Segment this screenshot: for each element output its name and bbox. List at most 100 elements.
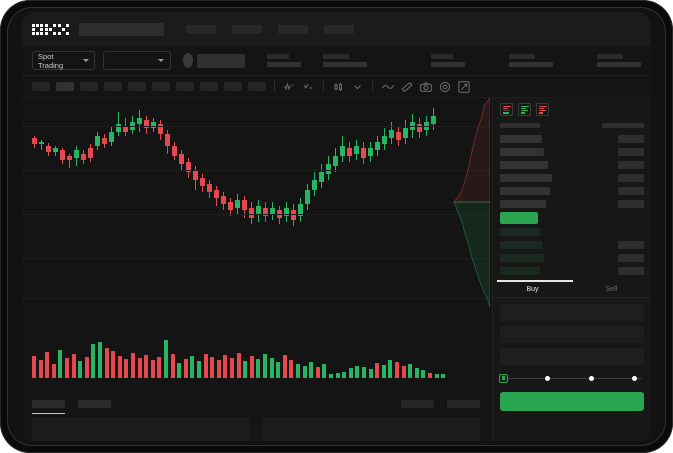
orderbook-bid-row[interactable] xyxy=(500,251,644,264)
slider-handle[interactable] xyxy=(499,373,508,383)
orderbook-header xyxy=(500,123,644,128)
candle xyxy=(88,98,93,308)
order-type-field[interactable] xyxy=(500,304,644,321)
volume-bar xyxy=(131,353,135,378)
nav-item-0[interactable] xyxy=(186,24,216,34)
fullscreen-icon[interactable] xyxy=(457,80,470,93)
volume-bar xyxy=(335,373,340,378)
orders-action-1[interactable] xyxy=(447,400,480,408)
orderbook-ask-row[interactable] xyxy=(500,132,644,145)
candle xyxy=(242,98,247,308)
line-chart-icon[interactable] xyxy=(381,80,394,93)
timeframe-button-3[interactable] xyxy=(104,82,122,91)
ruler-icon[interactable] xyxy=(400,80,413,93)
stat-label xyxy=(597,54,623,59)
orderbook-bid-row[interactable] xyxy=(500,225,644,238)
tab-buy[interactable]: Buy xyxy=(526,286,539,293)
volume-bar xyxy=(91,344,96,378)
orderbook-ask-row[interactable] xyxy=(500,145,644,158)
okx-logo[interactable] xyxy=(32,23,69,35)
orders-action-0[interactable] xyxy=(401,400,434,408)
bid-amount xyxy=(618,266,644,275)
timeframe-button-5[interactable] xyxy=(152,82,170,91)
candle xyxy=(333,98,338,308)
slider-stop-75[interactable] xyxy=(632,375,638,381)
nav-item-1[interactable] xyxy=(232,24,262,34)
indicator-compare-icon[interactable] xyxy=(302,80,315,93)
chart-panel[interactable] xyxy=(22,98,490,393)
timeframe-button-4[interactable] xyxy=(128,82,146,91)
spot-trading-mode-select[interactable]: Spot Trading xyxy=(32,51,95,70)
timeframe-button-6[interactable] xyxy=(176,82,194,91)
volume-bar xyxy=(269,358,274,378)
chart-gridline xyxy=(22,126,490,127)
indicator-wave-icon[interactable] xyxy=(283,80,296,93)
volume-bar xyxy=(51,364,56,378)
stat-value xyxy=(509,62,553,67)
trading-pair-select[interactable] xyxy=(103,51,171,70)
bid-qty xyxy=(500,253,544,262)
tab-open-orders[interactable] xyxy=(32,400,65,414)
timeframe-button-1[interactable] xyxy=(56,82,74,91)
orderbook-ask-row[interactable] xyxy=(500,171,644,184)
candlestick-chart[interactable] xyxy=(22,98,490,308)
volume-bar xyxy=(296,364,300,378)
nav-item-3[interactable] xyxy=(324,24,354,34)
volume-bar xyxy=(368,369,373,378)
timeframe-button-7[interactable] xyxy=(200,82,218,91)
orderbook-bid-row[interactable] xyxy=(500,238,644,251)
orders-card-right xyxy=(262,417,480,441)
search-input[interactable] xyxy=(79,22,164,36)
chevron-down-icon xyxy=(158,59,164,62)
orders-actions xyxy=(401,400,480,408)
tab-sell[interactable]: Sell xyxy=(605,286,618,293)
tab-order-history[interactable] xyxy=(78,400,111,408)
timeframe-button-2[interactable] xyxy=(80,82,98,91)
amount-field[interactable] xyxy=(500,348,644,365)
slider-stop-50[interactable] xyxy=(588,375,594,381)
orderbook-ask-row[interactable] xyxy=(500,158,644,171)
candle xyxy=(200,98,205,308)
slider-stop-25[interactable] xyxy=(545,375,551,381)
orders-tab-bar xyxy=(22,393,490,415)
timeframe-button-9[interactable] xyxy=(248,82,266,91)
camera-icon[interactable] xyxy=(419,80,432,93)
stat-1 xyxy=(323,54,367,67)
volume-bar xyxy=(256,359,261,378)
price-field[interactable] xyxy=(500,326,644,343)
chevron-down-icon[interactable] xyxy=(351,80,364,93)
orderbook-ask-row[interactable] xyxy=(500,184,644,197)
candle xyxy=(228,98,233,308)
indicator-candle-icon[interactable] xyxy=(332,80,345,93)
orderbook-ask-row[interactable] xyxy=(500,197,644,210)
volume-bar xyxy=(263,354,267,378)
settings-icon[interactable] xyxy=(438,80,451,93)
order-book[interactable] xyxy=(493,121,651,277)
timeframe-button-8[interactable] xyxy=(224,82,242,91)
nav-items xyxy=(186,24,354,34)
volume-bar xyxy=(276,362,281,378)
stat-0 xyxy=(267,54,301,67)
volume-bar xyxy=(183,359,188,378)
bid-qty xyxy=(500,240,542,249)
place-buy-order-button[interactable] xyxy=(500,392,644,411)
nav-item-2[interactable] xyxy=(278,24,308,34)
stat-label xyxy=(509,54,535,59)
volume-bar xyxy=(45,352,50,378)
percent-slider[interactable] xyxy=(499,373,642,384)
chart-gridline xyxy=(22,214,490,215)
candle xyxy=(263,98,268,308)
orderbook-view-toggles xyxy=(493,98,651,121)
orderbook-bid-row[interactable] xyxy=(500,264,644,277)
volume-bar xyxy=(441,374,446,378)
timeframe-button-0[interactable] xyxy=(32,82,50,91)
orderbook-asks-icon[interactable] xyxy=(536,103,549,116)
volume-bar xyxy=(104,348,109,378)
stat-3 xyxy=(509,54,553,67)
orderbook-both-icon[interactable] xyxy=(500,103,513,116)
toolbar-divider xyxy=(274,81,275,92)
candle xyxy=(137,98,142,308)
orderbook-bids-icon[interactable] xyxy=(518,103,531,116)
candle xyxy=(375,98,380,308)
